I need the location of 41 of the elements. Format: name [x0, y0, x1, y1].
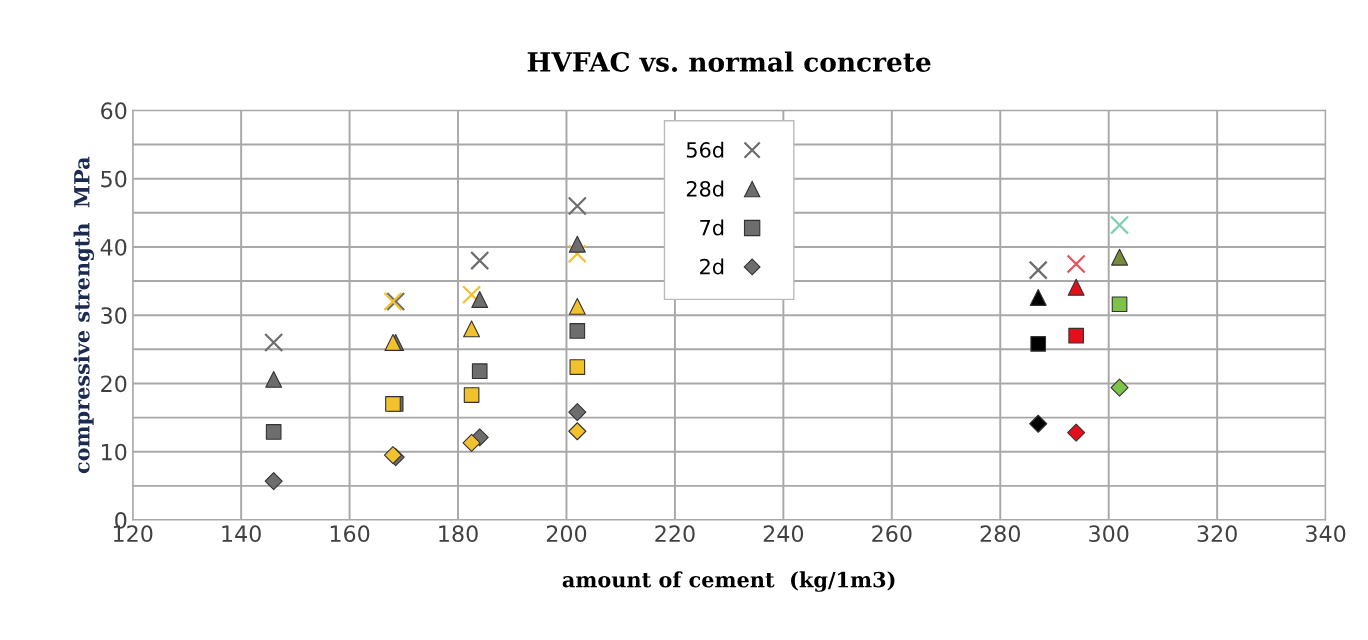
point	[1111, 296, 1128, 313]
x-tick-label: 160	[330, 525, 370, 543]
y-tick-label: 20	[101, 375, 127, 393]
x-tick-label: 260	[872, 525, 912, 543]
x-tick-label: 200	[546, 525, 587, 543]
y-tick-label: 40	[100, 238, 127, 256]
point	[568, 297, 586, 315]
point	[264, 332, 284, 353]
point	[461, 285, 482, 305]
x-tick-label: 280	[980, 525, 1020, 543]
point	[265, 370, 283, 388]
y-axis-title: compressive strength MPa	[73, 156, 94, 474]
x-tick-label: 180	[439, 525, 478, 543]
chart-title: HVFAC vs. normal concrete	[527, 51, 931, 72]
legend-label: 7d	[700, 219, 724, 236]
y-tick-label: 50	[101, 170, 127, 188]
point	[470, 250, 490, 271]
x-axis-title: amount of cement (kg/1m3)	[562, 571, 895, 592]
point	[567, 196, 587, 216]
legend-label: 28d	[686, 180, 724, 197]
y-tick-label: 30	[101, 307, 127, 324]
point	[567, 244, 587, 264]
point	[463, 320, 481, 338]
point	[1067, 278, 1085, 296]
point	[471, 291, 489, 308]
point	[1111, 248, 1129, 266]
x-tick-label: 340	[1306, 525, 1346, 543]
point	[1029, 288, 1047, 306]
legend-label: 2d	[700, 258, 724, 275]
legend-label: 56d	[686, 141, 724, 158]
y-tick-label: 60	[101, 102, 127, 120]
point	[1028, 260, 1048, 280]
x-tick-label: 240	[763, 525, 804, 543]
point	[568, 235, 586, 253]
x-tick-label: 140	[222, 525, 261, 543]
x-tick-label: 320	[1197, 525, 1237, 543]
point	[1066, 254, 1086, 274]
y-tick-label: 10	[102, 443, 127, 461]
point	[1109, 215, 1130, 235]
x-tick-label: 300	[1089, 525, 1129, 543]
x-tick-label: 220	[655, 525, 695, 543]
